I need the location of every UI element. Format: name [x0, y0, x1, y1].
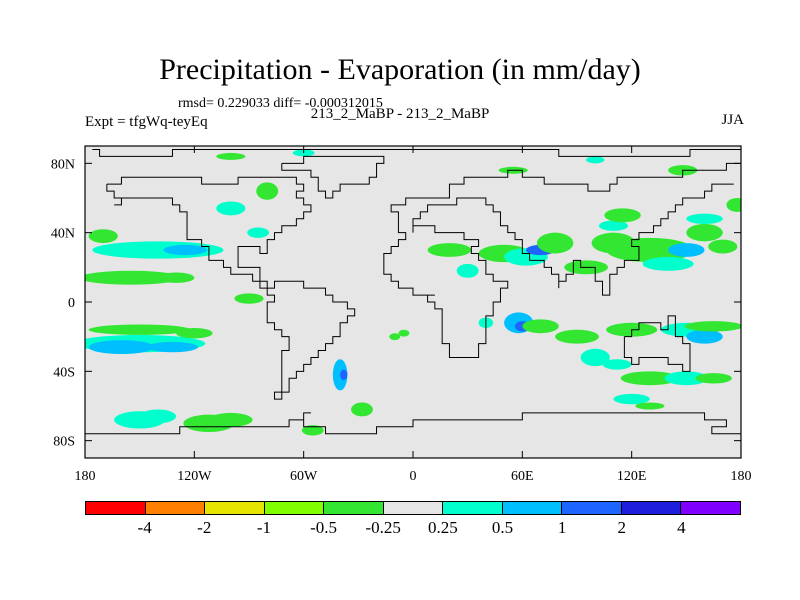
- field-region-21: [301, 425, 324, 436]
- experiment-label: Expt = tfgWq-teyEq: [85, 114, 208, 130]
- field-region-37: [708, 239, 738, 254]
- colorbar: [85, 501, 741, 515]
- field-region-36: [686, 224, 723, 242]
- x-tick-label: 60W: [290, 469, 318, 484]
- colorbar-level-label: 0.5: [491, 518, 514, 537]
- chart-title: Precipitation - Evaporation (in mm/day): [159, 53, 641, 86]
- field-region-57: [586, 156, 605, 164]
- field-region-23: [216, 152, 246, 160]
- field-region-51: [664, 371, 709, 386]
- field-region-34: [642, 256, 694, 271]
- colorbar-level-label: -1: [256, 518, 271, 537]
- y-tick-label: 40N: [51, 227, 75, 242]
- colorbar-segment: [86, 502, 145, 514]
- field-region-42: [522, 319, 559, 334]
- field-region-8: [176, 328, 213, 339]
- outline-americas: [106, 176, 356, 400]
- field-region-33: [606, 237, 694, 263]
- colorbar-level-label: -0.5: [310, 518, 337, 537]
- colorbar-segment: [323, 502, 383, 514]
- map-background: [85, 146, 741, 458]
- field-region-30: [536, 232, 574, 254]
- field-region-25: [427, 243, 472, 257]
- x-tick-label: 0: [410, 469, 417, 484]
- colorbar-segment: [501, 502, 562, 514]
- field-region-10: [157, 272, 195, 283]
- colorbar-level-label: -4: [137, 518, 152, 537]
- x-tick-label: 60E: [511, 469, 534, 484]
- colorbar-segment: [204, 502, 264, 514]
- field-region-12: [163, 244, 208, 256]
- field-region-7: [88, 324, 191, 335]
- colorbar-segment: [382, 502, 443, 514]
- field-region-5: [88, 340, 155, 355]
- field-region-3: [208, 412, 253, 427]
- field-region-46: [686, 329, 723, 344]
- colorbar-level-label: 1: [557, 518, 567, 537]
- field-region-54: [635, 402, 665, 410]
- field-region-22: [389, 333, 401, 341]
- field-region-1: [139, 409, 177, 424]
- field-region-17: [234, 293, 264, 304]
- field-region-58: [604, 208, 641, 223]
- colorbar-segment: [144, 502, 205, 514]
- field-region-16: [247, 227, 270, 238]
- y-tick-label: 80N: [51, 157, 75, 172]
- field-region-60: [726, 198, 741, 212]
- colorbar-level-label: -2: [197, 518, 212, 537]
- field-region-61: [398, 329, 410, 337]
- field-region-15: [256, 182, 279, 200]
- field-region-14: [216, 201, 246, 216]
- field-region-13: [88, 229, 118, 244]
- field-region-52: [695, 373, 732, 384]
- colorbar-level-label: -0.25: [365, 518, 401, 537]
- field-region-9: [85, 270, 182, 285]
- axis-ticks: 180 120W 60W 0 60E 120E 180 80N 40N 0 40S 80S: [51, 146, 752, 484]
- field-region-43: [555, 329, 599, 344]
- y-tick-label: 40S: [53, 365, 75, 380]
- field-region-49: [602, 359, 632, 370]
- colorbar-segment: [680, 502, 741, 514]
- case-name-label: 213_2_MaBP - 213_2_MaBP: [310, 106, 490, 122]
- field-region-6: [146, 341, 198, 353]
- colorbar-segment: [620, 502, 681, 514]
- colorbar-segment: [561, 502, 621, 514]
- continent-outlines: [85, 148, 741, 441]
- field-region-38: [598, 220, 629, 231]
- x-tick-label: 180: [75, 469, 96, 484]
- x-tick-label: 180: [731, 469, 752, 484]
- outline-greenland: [281, 155, 385, 199]
- field-region-35: [668, 243, 705, 257]
- colorbar-level-label: 4: [677, 518, 686, 537]
- y-tick-label: 80S: [53, 435, 75, 450]
- season-label: JJA: [721, 112, 744, 128]
- colorbar-level-label: 2: [617, 518, 626, 537]
- colorbar-segment: [263, 502, 324, 514]
- x-tick-label: 120W: [177, 469, 212, 484]
- outline-eurasia-africa: [92, 148, 741, 358]
- field-region-26: [456, 263, 479, 278]
- stats-label: rmsd= 0.229033 diff= -0.000312015: [178, 96, 383, 111]
- x-tick-label: 120E: [617, 469, 647, 484]
- field-region-47: [684, 321, 741, 332]
- field-region-19: [340, 369, 348, 380]
- field-region-59: [686, 213, 723, 224]
- colorbar-segment: [442, 502, 502, 514]
- colorbar-level-label: 0.25: [427, 518, 458, 537]
- outline-australia: [623, 315, 691, 372]
- field-region-53: [613, 393, 650, 405]
- field-contours: [85, 149, 741, 436]
- y-tick-label: 0: [68, 296, 75, 311]
- outline-antarctica: [85, 412, 741, 441]
- field-region-48: [580, 348, 610, 367]
- field-region-20: [351, 402, 373, 417]
- field-region-50: [620, 371, 680, 386]
